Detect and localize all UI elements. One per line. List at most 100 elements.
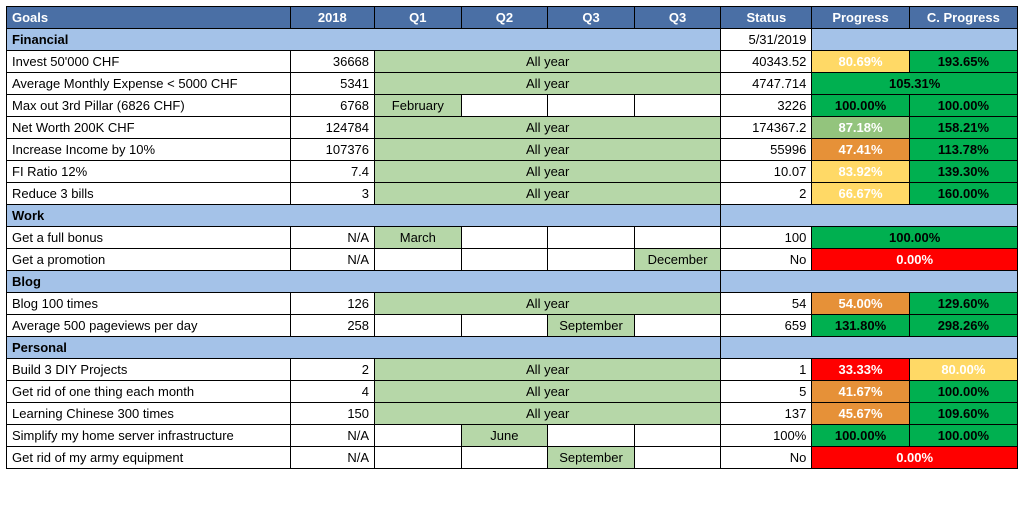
cprogress-cell[interactable]: 80.00% <box>909 359 1017 381</box>
quarter-cell[interactable] <box>461 249 548 271</box>
goal-cell[interactable]: Invest 50'000 CHF <box>7 51 291 73</box>
y2018-cell[interactable]: 4 <box>290 381 374 403</box>
quarter-cell[interactable] <box>375 249 462 271</box>
y2018-cell[interactable]: 107376 <box>290 139 374 161</box>
status-cell[interactable]: 40343.52 <box>721 51 812 73</box>
header-cprogress[interactable]: C. Progress <box>909 7 1017 29</box>
y2018-cell[interactable]: N/A <box>290 227 374 249</box>
goal-cell[interactable]: FI Ratio 12% <box>7 161 291 183</box>
cprogress-cell[interactable]: 109.60% <box>909 403 1017 425</box>
quarter-cell[interactable] <box>634 315 721 337</box>
status-date-cell[interactable]: 5/31/2019 <box>721 29 812 51</box>
quarter-cell[interactable]: September <box>548 447 635 469</box>
y2018-cell[interactable]: N/A <box>290 447 374 469</box>
status-cell[interactable]: No <box>721 447 812 469</box>
progress-merged-cell[interactable]: 0.00% <box>812 447 1018 469</box>
status-cell[interactable]: 2 <box>721 183 812 205</box>
y2018-cell[interactable]: 150 <box>290 403 374 425</box>
y2018-cell[interactable]: 2 <box>290 359 374 381</box>
quarter-cell[interactable]: September <box>548 315 635 337</box>
goal-cell[interactable]: Learning Chinese 300 times <box>7 403 291 425</box>
cprogress-cell[interactable]: 100.00% <box>909 95 1017 117</box>
header-q2[interactable]: Q2 <box>461 7 548 29</box>
y2018-cell[interactable]: 124784 <box>290 117 374 139</box>
progress-cell[interactable]: 100.00% <box>812 425 909 447</box>
goal-cell[interactable]: Get a full bonus <box>7 227 291 249</box>
progress-cell[interactable]: 47.41% <box>812 139 909 161</box>
quarter-cell[interactable] <box>634 95 721 117</box>
status-cell[interactable]: 174367.2 <box>721 117 812 139</box>
quarter-cell[interactable] <box>548 425 635 447</box>
quarter-cell[interactable] <box>634 227 721 249</box>
goal-cell[interactable]: Increase Income by 10% <box>7 139 291 161</box>
progress-cell[interactable]: 45.67% <box>812 403 909 425</box>
progress-cell[interactable]: 87.18% <box>812 117 909 139</box>
status-cell[interactable]: 55996 <box>721 139 812 161</box>
status-cell[interactable]: 4747.714 <box>721 73 812 95</box>
quarters-allyear[interactable]: All year <box>375 403 721 425</box>
goal-cell[interactable]: Reduce 3 bills <box>7 183 291 205</box>
cprogress-cell[interactable]: 158.21% <box>909 117 1017 139</box>
quarter-cell[interactable] <box>548 249 635 271</box>
y2018-cell[interactable]: 6768 <box>290 95 374 117</box>
goal-cell[interactable]: Get rid of one thing each month <box>7 381 291 403</box>
status-cell[interactable]: 100 <box>721 227 812 249</box>
status-cell[interactable]: 100% <box>721 425 812 447</box>
section-name[interactable]: Work <box>7 205 721 227</box>
quarters-allyear[interactable]: All year <box>375 359 721 381</box>
cprogress-cell[interactable]: 298.26% <box>909 315 1017 337</box>
cprogress-cell[interactable]: 160.00% <box>909 183 1017 205</box>
quarters-allyear[interactable]: All year <box>375 51 721 73</box>
goal-cell[interactable]: Max out 3rd Pillar (6826 CHF) <box>7 95 291 117</box>
goal-cell[interactable]: Get a promotion <box>7 249 291 271</box>
quarter-cell[interactable] <box>375 447 462 469</box>
cprogress-cell[interactable]: 139.30% <box>909 161 1017 183</box>
y2018-cell[interactable]: 7.4 <box>290 161 374 183</box>
goal-cell[interactable]: Average Monthly Expense < 5000 CHF <box>7 73 291 95</box>
cprogress-cell[interactable]: 193.65% <box>909 51 1017 73</box>
progress-cell[interactable]: 80.69% <box>812 51 909 73</box>
section-name[interactable]: Personal <box>7 337 721 359</box>
quarter-cell[interactable]: December <box>634 249 721 271</box>
status-cell[interactable]: 54 <box>721 293 812 315</box>
progress-cell[interactable]: 41.67% <box>812 381 909 403</box>
y2018-cell[interactable]: 126 <box>290 293 374 315</box>
progress-cell[interactable]: 100.00% <box>812 95 909 117</box>
header-goals[interactable]: Goals <box>7 7 291 29</box>
quarter-cell[interactable] <box>634 425 721 447</box>
cprogress-cell[interactable]: 129.60% <box>909 293 1017 315</box>
header-status[interactable]: Status <box>721 7 812 29</box>
goal-cell[interactable]: Simplify my home server infrastructure <box>7 425 291 447</box>
header-q1[interactable]: Q1 <box>375 7 462 29</box>
y2018-cell[interactable]: N/A <box>290 249 374 271</box>
status-cell[interactable]: 5 <box>721 381 812 403</box>
status-cell[interactable]: 659 <box>721 315 812 337</box>
quarter-cell[interactable] <box>375 315 462 337</box>
progress-cell[interactable]: 131.80% <box>812 315 909 337</box>
quarter-cell[interactable] <box>461 95 548 117</box>
quarter-cell[interactable] <box>461 227 548 249</box>
quarter-cell[interactable] <box>461 447 548 469</box>
progress-cell[interactable]: 83.92% <box>812 161 909 183</box>
quarters-allyear[interactable]: All year <box>375 73 721 95</box>
section-name[interactable]: Blog <box>7 271 721 293</box>
y2018-cell[interactable]: 5341 <box>290 73 374 95</box>
cprogress-cell[interactable]: 100.00% <box>909 381 1017 403</box>
status-cell[interactable]: 137 <box>721 403 812 425</box>
goal-cell[interactable]: Average 500 pageviews per day <box>7 315 291 337</box>
quarter-cell[interactable] <box>548 227 635 249</box>
quarter-cell[interactable]: February <box>375 95 462 117</box>
quarters-allyear[interactable]: All year <box>375 117 721 139</box>
quarter-cell[interactable] <box>375 425 462 447</box>
y2018-cell[interactable]: 3 <box>290 183 374 205</box>
y2018-cell[interactable]: 36668 <box>290 51 374 73</box>
quarter-cell[interactable] <box>548 95 635 117</box>
progress-cell[interactable]: 54.00% <box>812 293 909 315</box>
header-q3b[interactable]: Q3 <box>634 7 721 29</box>
goal-cell[interactable]: Get rid of my army equipment <box>7 447 291 469</box>
quarters-allyear[interactable]: All year <box>375 161 721 183</box>
status-cell[interactable]: 3226 <box>721 95 812 117</box>
quarters-allyear[interactable]: All year <box>375 183 721 205</box>
cprogress-cell[interactable]: 100.00% <box>909 425 1017 447</box>
header-2018[interactable]: 2018 <box>290 7 374 29</box>
